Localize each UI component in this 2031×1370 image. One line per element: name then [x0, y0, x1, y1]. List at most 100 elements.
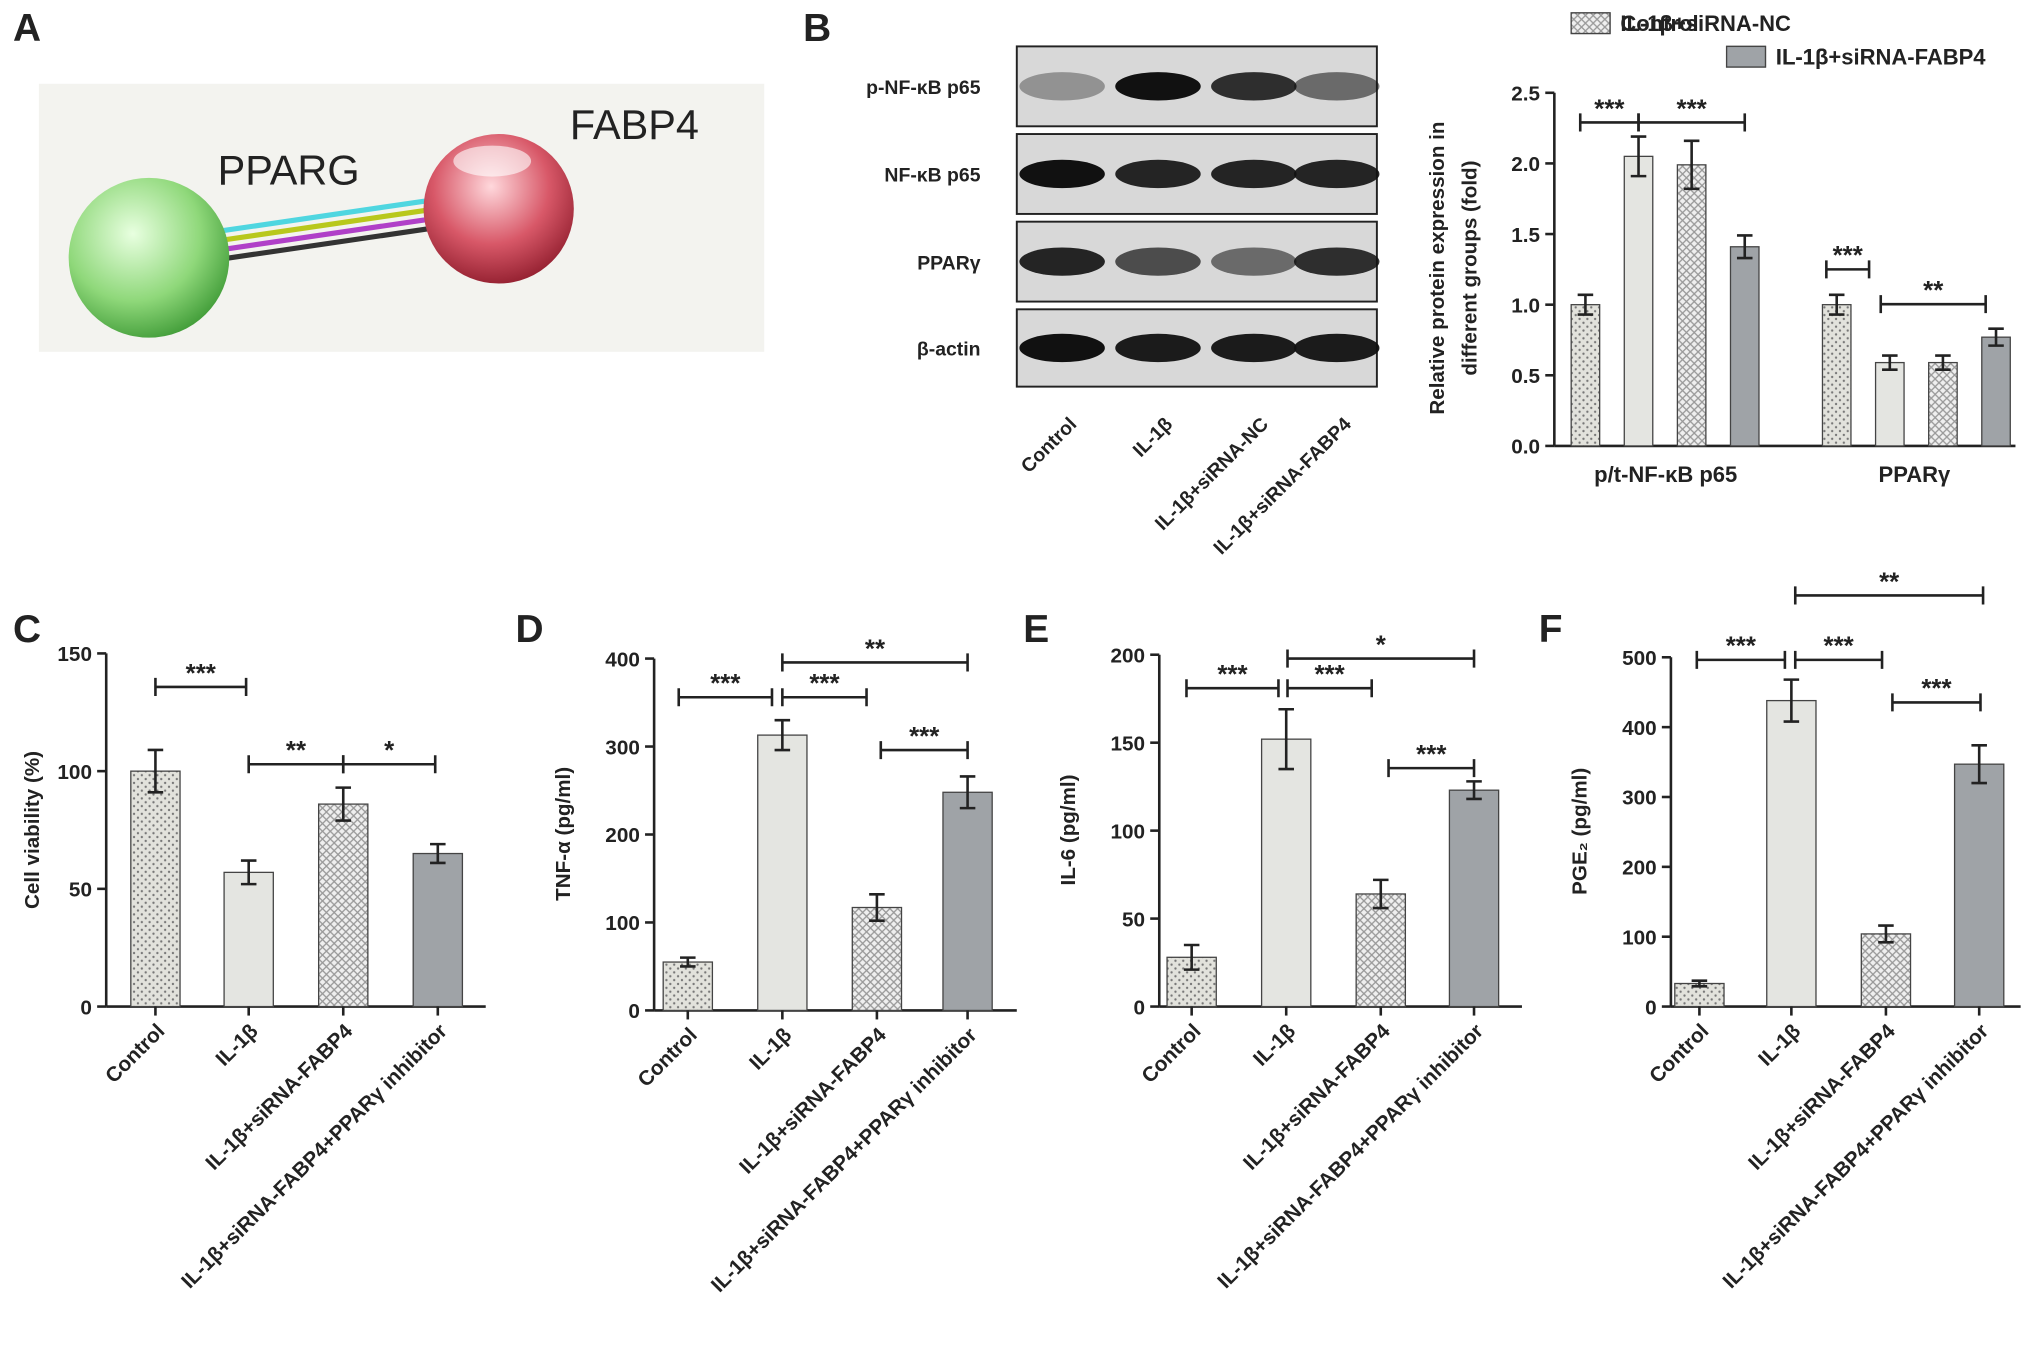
band	[1019, 72, 1105, 101]
error-bar	[335, 786, 352, 822]
significance-label: **	[1879, 568, 1900, 596]
significance-label: ***	[1594, 95, 1625, 123]
error-bar	[1466, 780, 1482, 801]
band	[1211, 247, 1297, 276]
significance-bracket	[879, 741, 969, 760]
significance-bracket	[1879, 295, 1987, 314]
significance-bracket	[1793, 650, 1884, 669]
blot-row-label: NF-κB p65	[884, 165, 980, 187]
bar	[1676, 164, 1707, 447]
bar	[130, 770, 181, 1008]
y-tick-label: 50	[1122, 908, 1145, 931]
panel-label: E	[1023, 608, 1049, 651]
error-bar	[240, 859, 257, 886]
band	[1211, 72, 1297, 101]
y-tick-label: 400	[1622, 717, 1657, 740]
western-blot: p-NF-κB p65 NF-κB p65 PPARγ β-actin Control I…	[866, 45, 1380, 559]
significance-label: ***	[1824, 633, 1855, 661]
significance-bracket	[781, 653, 969, 672]
chart: 0 100 200 300 400 500 PGE₂ (pg/ml) Control IL-1β…	[1569, 568, 2021, 1293]
x-tick-label: p/t-NF-κB p65	[1594, 462, 1737, 487]
error-bar	[1577, 293, 1594, 316]
error-bar	[1882, 354, 1898, 371]
x-tick-label: Control	[633, 1024, 701, 1092]
bar	[1766, 699, 1817, 1008]
error-bar	[1988, 327, 2004, 347]
y-tick-label: 1.0	[1511, 294, 1540, 317]
bar	[1821, 304, 1852, 447]
significance-bracket	[1185, 679, 1280, 698]
band	[1293, 72, 1380, 101]
bar	[1860, 933, 1912, 1008]
error-bar	[869, 893, 885, 922]
significance-bracket	[677, 688, 774, 707]
y-tick-label: 200	[1622, 857, 1657, 880]
y-tick-label: 0	[1645, 996, 1657, 1019]
y-tick-label: 0.0	[1511, 436, 1540, 459]
band	[1293, 247, 1380, 276]
significance-label: ***	[186, 660, 217, 688]
node	[423, 134, 574, 284]
edge	[218, 215, 440, 253]
y-tick-label: 100	[57, 761, 92, 784]
y-tick-label: 500	[1622, 647, 1657, 670]
y-tick-label: 150	[1110, 732, 1145, 755]
legend-swatch	[1725, 45, 1767, 68]
panel-label: F	[1539, 608, 1563, 651]
y-tick-label: 300	[1622, 787, 1657, 810]
legend-label: IL-1β	[1776, 44, 1829, 69]
significance-label: *	[1376, 631, 1387, 659]
bar	[1928, 361, 1958, 447]
y-axis-label: IL-6 (pg/ml)	[1057, 774, 1080, 885]
significance-bracket	[1286, 649, 1476, 668]
significance-bracket	[341, 755, 437, 774]
significance-bracket	[1387, 759, 1476, 778]
edge	[215, 206, 437, 244]
blot-lane-label: IL-1β+siRNA-FABP4	[1209, 413, 1356, 559]
network: PPARG FABP4	[38, 83, 765, 352]
bar	[1570, 304, 1601, 447]
bar	[1623, 155, 1654, 447]
significance-bracket	[1637, 113, 1747, 132]
bar	[662, 961, 714, 1012]
error-bar	[1183, 943, 1200, 971]
band	[1211, 333, 1297, 363]
error-bar	[430, 842, 446, 865]
x-tick-label: PPARγ	[1879, 462, 1952, 487]
band	[1115, 333, 1201, 363]
chart: 0.0 0.5 1.0 1.5 2.0 2.5 Relative protein expre…	[1426, 11, 2016, 487]
error-bar	[1971, 744, 1987, 785]
legend-label: Control	[1620, 11, 1698, 36]
y-tick-label: 100	[605, 912, 640, 935]
y-tick-label: 50	[69, 879, 92, 902]
y-tick-label: 1.5	[1511, 224, 1540, 247]
error-bar	[1630, 135, 1647, 178]
y-tick-label: 100	[1622, 926, 1657, 949]
bar	[1260, 738, 1312, 1008]
error-bar	[1736, 234, 1753, 260]
node-label: FABP4	[570, 102, 699, 148]
band	[1211, 159, 1297, 189]
significance-bracket	[1793, 586, 1985, 605]
error-bar	[147, 748, 164, 794]
significance-label: ***	[1726, 633, 1757, 661]
bar	[223, 871, 274, 1008]
x-tick-label: IL-1β	[745, 1024, 796, 1075]
bar	[1355, 893, 1407, 1008]
blot-row-label: PPARγ	[917, 252, 981, 274]
x-tick-label: IL-1β	[211, 1020, 262, 1071]
y-axis-label: Relative protein expression in	[1426, 122, 1449, 415]
legend-label: IL-1β+siRNA-FABP4	[1776, 44, 1987, 69]
blot-row-label: β-actin	[917, 339, 981, 361]
bar	[1981, 336, 2011, 447]
band	[1115, 72, 1201, 101]
significance-bracket	[1891, 693, 1982, 712]
band	[1019, 247, 1105, 276]
error-bar	[1828, 293, 1845, 316]
significance-label: ***	[809, 670, 840, 698]
panel-label: B	[803, 7, 831, 50]
y-tick-label: 2.0	[1511, 153, 1540, 176]
significance-label: *	[384, 737, 395, 765]
y-tick-label: 100	[1110, 820, 1145, 843]
